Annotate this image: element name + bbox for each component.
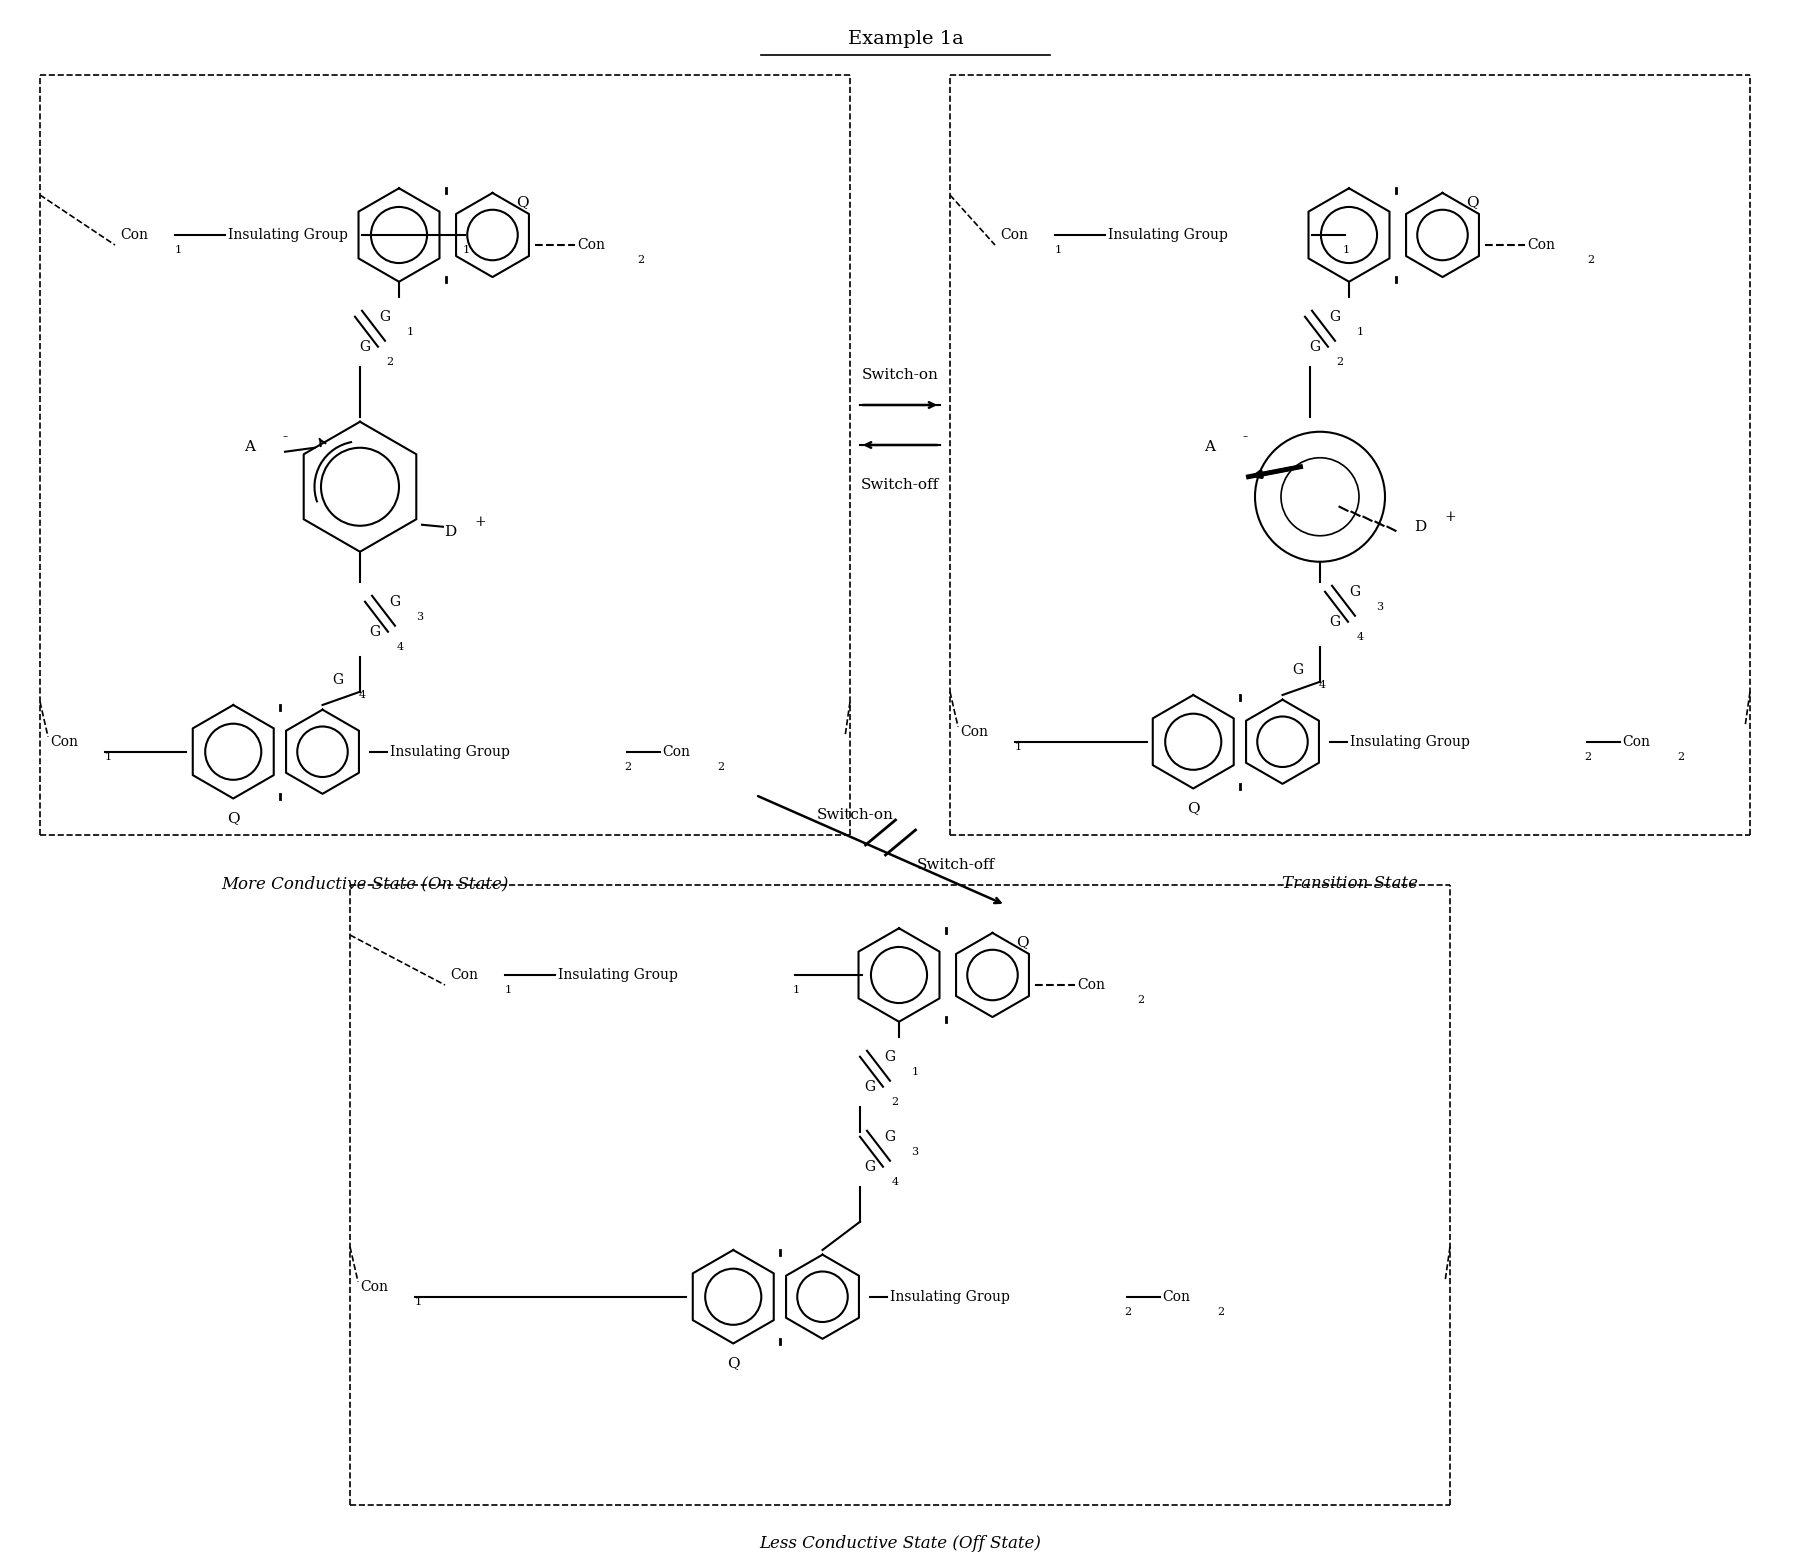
Text: 1: 1	[406, 327, 413, 337]
Text: Switch-off: Switch-off	[916, 858, 994, 872]
Text: 1: 1	[793, 984, 800, 995]
Text: 4: 4	[891, 1177, 898, 1186]
Text: 2: 2	[1677, 751, 1684, 762]
Text: +: +	[1443, 510, 1456, 524]
Text: 1: 1	[1356, 327, 1364, 337]
Text: Con: Con	[1623, 736, 1650, 750]
Text: 4: 4	[1356, 631, 1364, 642]
Text: G: G	[1329, 309, 1340, 323]
Text: G: G	[1329, 614, 1340, 628]
Text: Con: Con	[960, 725, 989, 739]
Text: Con: Con	[663, 745, 690, 759]
Text: G: G	[884, 1050, 896, 1064]
Text: -: -	[283, 429, 288, 443]
Text: Con: Con	[449, 969, 478, 983]
Text: Less Conductive State (Off State): Less Conductive State (Off State)	[759, 1535, 1041, 1552]
Text: G: G	[1291, 662, 1304, 676]
Text: Insulating Group: Insulating Group	[389, 745, 509, 759]
Text: 2: 2	[1588, 255, 1595, 264]
Text: 2: 2	[717, 762, 724, 771]
Text: 4: 4	[1318, 680, 1326, 690]
Text: 3: 3	[911, 1146, 918, 1157]
Text: Switch-off: Switch-off	[860, 477, 940, 491]
Text: 2: 2	[637, 255, 645, 264]
Text: G: G	[369, 625, 380, 639]
Text: 1: 1	[505, 984, 513, 995]
Text: D: D	[1414, 519, 1425, 533]
Text: Con: Con	[120, 229, 149, 243]
Text: Transition State: Transition State	[1282, 875, 1418, 893]
Text: +: +	[474, 515, 485, 529]
Text: G: G	[331, 673, 342, 687]
Text: Insulating Group: Insulating Group	[558, 969, 677, 983]
Text: Insulating Group: Insulating Group	[228, 229, 348, 243]
Text: G: G	[359, 339, 371, 353]
Text: 1: 1	[415, 1297, 422, 1306]
Text: 2: 2	[625, 762, 632, 771]
Text: 1: 1	[1344, 246, 1351, 255]
Text: G: G	[1349, 585, 1360, 599]
Text: G: G	[864, 1160, 875, 1174]
Text: Example 1a: Example 1a	[848, 30, 963, 48]
Text: Q: Q	[1016, 935, 1029, 949]
Text: G: G	[1309, 339, 1320, 353]
Text: 2: 2	[1137, 995, 1145, 1005]
Text: D: D	[444, 524, 456, 538]
Text: Q: Q	[1186, 801, 1199, 815]
Text: Switch-on: Switch-on	[862, 369, 938, 383]
Text: Con: Con	[1163, 1289, 1190, 1303]
Text: Con: Con	[360, 1280, 388, 1294]
Text: 1: 1	[911, 1067, 918, 1076]
Text: G: G	[884, 1130, 896, 1144]
Text: 2: 2	[1337, 356, 1344, 367]
Text: 1: 1	[1014, 742, 1021, 751]
Text: G: G	[380, 309, 391, 323]
Text: Insulating Group: Insulating Group	[1349, 736, 1469, 750]
Text: Con: Con	[578, 238, 605, 252]
Text: 2: 2	[1217, 1306, 1224, 1317]
Text: Con: Con	[1527, 238, 1556, 252]
Text: 2: 2	[891, 1096, 898, 1107]
Text: 1: 1	[105, 751, 112, 762]
Text: Switch-on: Switch-on	[817, 809, 895, 823]
Text: A: A	[244, 440, 255, 454]
Text: G: G	[864, 1079, 875, 1093]
Text: 1: 1	[1056, 246, 1061, 255]
Text: Q: Q	[726, 1356, 739, 1370]
Text: Con: Con	[1078, 978, 1105, 992]
Text: 3: 3	[1376, 602, 1384, 611]
Text: Insulating Group: Insulating Group	[889, 1289, 1009, 1303]
Text: 1: 1	[464, 246, 471, 255]
Text: Con: Con	[51, 736, 78, 750]
Text: Q: Q	[226, 812, 239, 826]
Text: 2: 2	[1125, 1306, 1132, 1317]
Text: 2: 2	[386, 356, 393, 367]
Text: 3: 3	[417, 611, 424, 622]
Text: Con: Con	[1000, 229, 1029, 243]
Text: 4: 4	[397, 642, 404, 652]
Text: 4: 4	[359, 690, 366, 700]
Text: G: G	[389, 594, 400, 608]
Text: Q: Q	[516, 196, 529, 210]
Text: 2: 2	[1585, 751, 1592, 762]
Text: A: A	[1204, 440, 1215, 454]
Text: 1: 1	[176, 246, 183, 255]
Text: More Conductive State (On State): More Conductive State (On State)	[221, 875, 509, 893]
Text: -: -	[1242, 429, 1248, 443]
Text: Q: Q	[1465, 196, 1478, 210]
Text: Insulating Group: Insulating Group	[1108, 229, 1228, 243]
